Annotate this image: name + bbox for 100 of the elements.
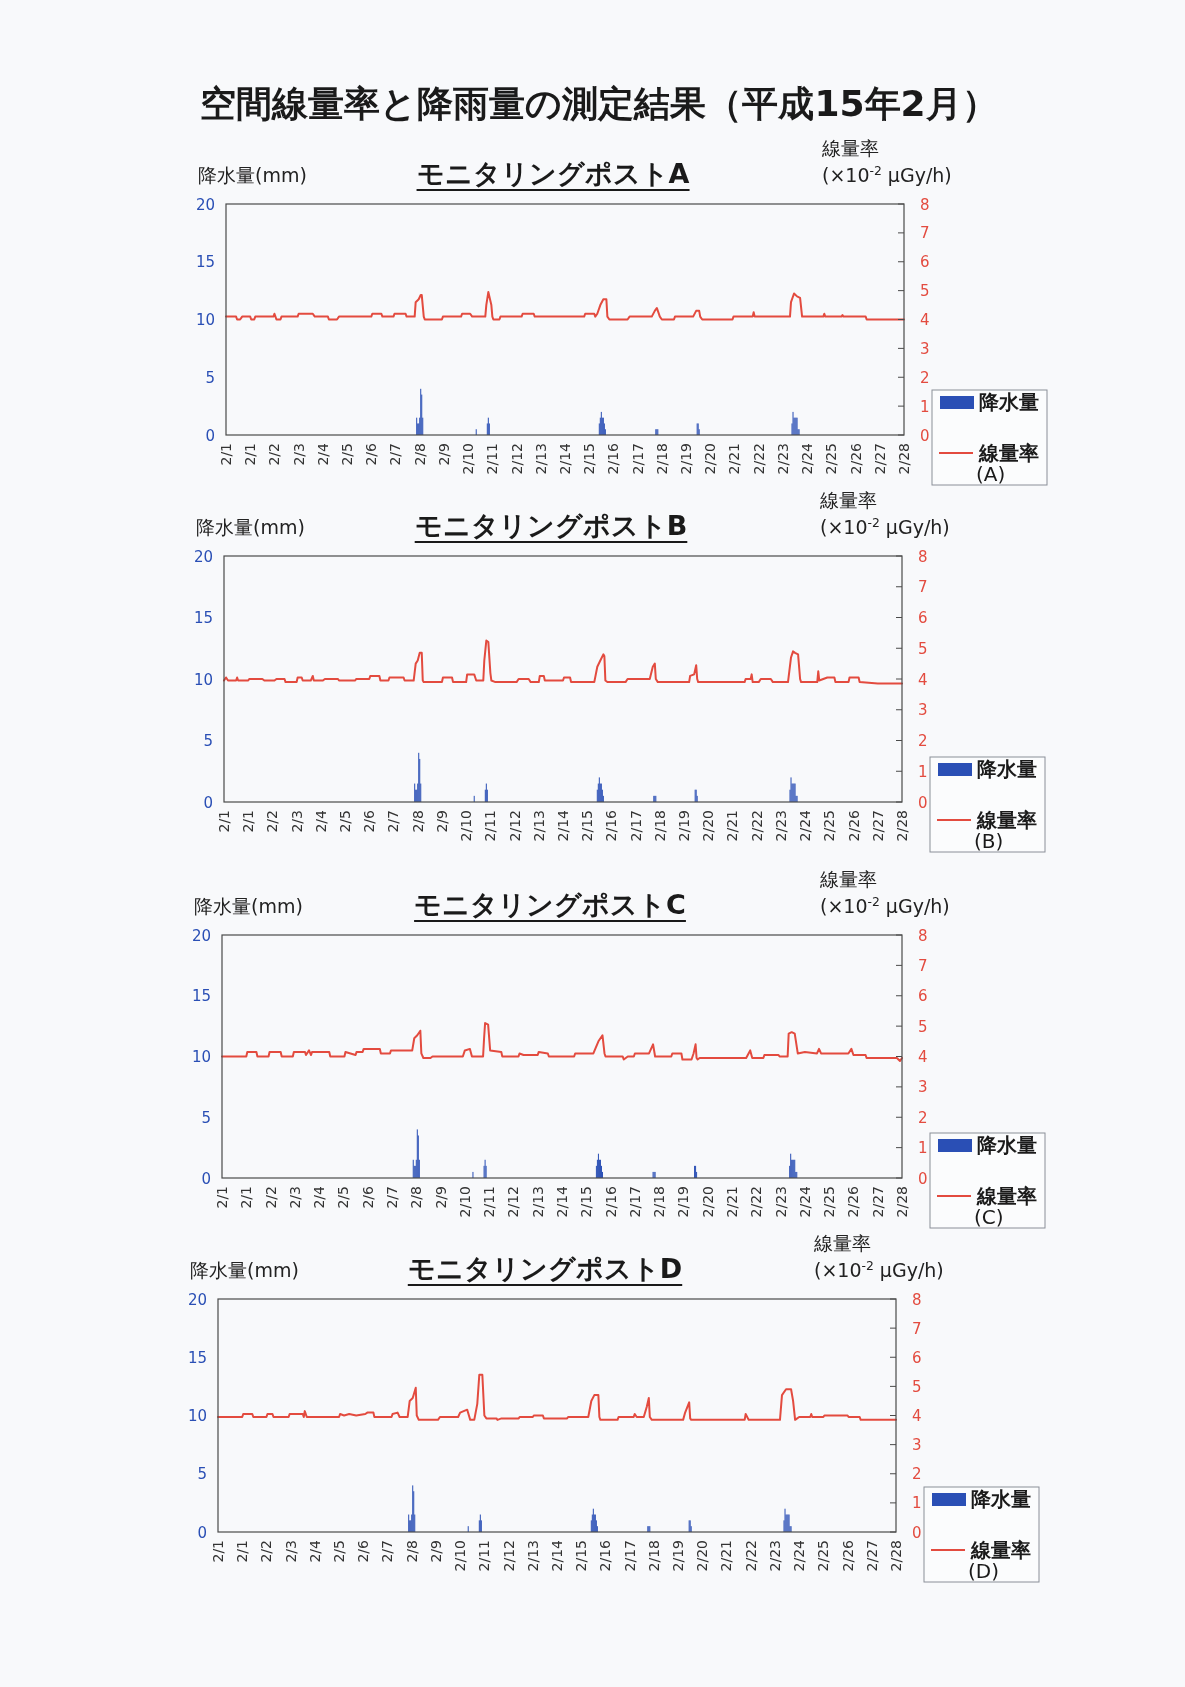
y-tick-label: 0 [205,426,215,445]
x-tick-label: 2/22 [748,810,765,842]
x-tick-label: 2/21 [726,443,743,475]
y2-tick-label: 5 [918,1017,928,1036]
legend-label: 線量率 (A) [976,441,1039,486]
y-tick-label: 20 [187,1290,207,1309]
y2-tick-label: 2 [912,1465,922,1484]
y-tick-label: 5 [203,732,213,750]
x-tick-label: 2/2 [262,1186,279,1209]
x-tick-label: 2/20 [694,1540,711,1572]
y-tick-label: 20 [195,195,215,214]
x-tick-label: 2/18 [645,1540,662,1572]
y2-tick-label: 7 [920,224,930,243]
x-tick-label: 2/10 [456,1186,473,1218]
x-tick-label: 2/6 [363,442,380,466]
x-tick-label: 2/7 [387,443,404,466]
y-tick-label: 10 [195,311,215,329]
x-tick-label: 2/15 [581,443,598,475]
x-tick-label: 2/28 [893,810,910,842]
y2-tick-label: 5 [912,1377,922,1396]
x-tick-label: 2/10 [460,443,477,475]
x-tick-label: 2/23 [766,1540,783,1572]
x-tick-label: 2/22 [748,1186,765,1218]
text: 空間線量率と降雨量の測定結果（平成15年2月） [200,83,998,124]
x-tick-label: 2/3 [286,1186,303,1209]
x-tick-label: 2/28 [895,443,912,475]
x-tick-label: 2/9 [435,443,452,466]
x-tick-label: 2/27 [863,1540,880,1572]
y2-tick-label: 7 [918,956,928,975]
x-tick-label: 2/14 [556,442,573,475]
x-tick-label: 2/21 [723,1186,740,1218]
x-tick-label: 2/17 [627,810,644,842]
x-tick-label: 2/12 [506,810,523,842]
y2-tick-label: 2 [920,368,930,387]
x-tick-label: 2/7 [379,1540,396,1563]
y-tick-label: 15 [195,253,215,272]
x-tick-label: 2/14 [548,1539,565,1572]
x-tick-label: 2/6 [359,1185,376,1209]
x-tick-label: 2/20 [702,443,719,475]
x-tick-label: 2/4 [306,1539,323,1563]
x-tick-label: 2/2 [258,1540,275,1563]
x-tick-label: 2/5 [331,1540,348,1563]
y2-tick-label: 1 [918,1139,928,1158]
y-tick-label: 0 [203,793,213,812]
y2-axis-title: 線量率 (×10$^{-2}$ μGy/h) [819,868,950,917]
y2-tick-label: 4 [920,311,930,329]
x-tick-label: 2/11 [484,443,501,475]
legend-label: 線量率 (B) [974,808,1037,853]
y2-tick-label: 1 [920,397,930,416]
y2-tick-label: 6 [918,987,928,1006]
x-tick-label: 2/22 [742,1540,759,1572]
chart-title: モニタリングポストC [414,889,686,920]
y-tick-label: 10 [193,670,213,689]
x-tick-label: 2/19 [670,1540,687,1572]
y-tick-label: 5 [205,368,215,387]
y2-tick-label: 6 [918,609,928,627]
x-tick-label: 2/12 [508,443,525,475]
x-tick-label: 2/4 [312,809,329,833]
x-tick-label: 2/1 [214,1186,230,1209]
y2-axis-title: 線量率 (×10$^{-2}$ μGy/h) [813,1232,944,1281]
y2-tick-label: 6 [920,253,930,272]
x-tick-label: 2/8 [408,1186,425,1209]
x-tick-label: 2/22 [750,443,767,475]
y2-axis-title: 線量率 (×10$^{-2}$ μGy/h) [819,489,950,538]
x-tick-label: 2/4 [311,1185,328,1209]
x-tick-label: 2/23 [772,810,789,842]
y2-tick-label: 7 [912,1319,922,1338]
y2-tick-label: 5 [918,639,928,658]
y2-tick-label: 0 [918,1169,928,1188]
y-tick-label: 0 [197,1523,207,1542]
x-tick-label: 2/21 [718,1540,735,1572]
x-tick-label: 2/11 [476,1540,493,1572]
x-tick-label: 2/17 [626,1186,643,1218]
x-tick-label: 2/27 [871,443,888,475]
x-tick-label: 2/16 [605,442,622,475]
y-tick-label: 5 [201,1108,211,1127]
x-tick-label: 2/24 [797,809,814,842]
x-tick-label: 2/1 [238,1186,255,1209]
x-tick-label: 2/27 [869,1186,886,1218]
y-tick-label: 0 [201,1169,211,1188]
x-tick-label: 2/6 [361,809,378,833]
x-tick-label: 2/28 [893,1186,910,1218]
x-tick-label: 2/15 [579,810,596,842]
x-tick-label: 2/14 [554,809,571,842]
x-tick-label: 2/8 [411,443,428,466]
y2-tick-label: 4 [918,670,928,689]
y2-tick-label: 0 [918,793,928,812]
x-tick-label: 2/2 [266,443,283,466]
y2-tick-label: 1 [912,1494,922,1513]
y-axis-title: 降水量(mm) [196,516,305,538]
chart-title: モニタリングポストD [407,1253,683,1284]
x-tick-label: 2/17 [629,443,646,475]
x-tick-label: 2/5 [339,443,356,466]
y-tick-label: 10 [187,1407,207,1425]
x-tick-label: 2/26 [847,442,864,475]
y-tick-label: 15 [193,609,213,627]
x-tick-label: 2/19 [678,443,695,475]
x-tick-label: 2/19 [675,1186,692,1218]
x-tick-label: 2/16 [603,809,620,842]
y2-tick-label: 6 [912,1348,922,1367]
